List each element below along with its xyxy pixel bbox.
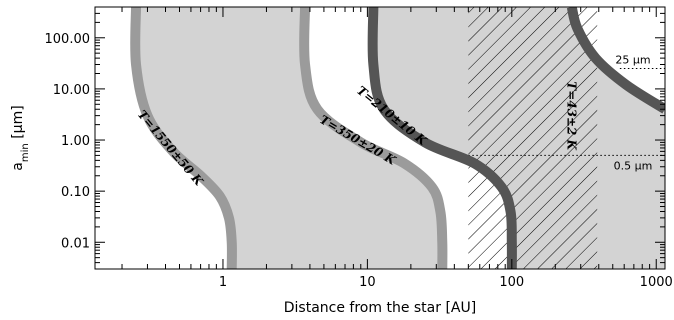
y-axis-title: amin [μm] (10, 105, 31, 170)
y-tick-label-4: 100.00 (45, 32, 91, 47)
band-3 (566, 7, 665, 114)
x-tick-label-2: 100 (499, 275, 524, 290)
y-tick-label-3: 10.00 (53, 83, 90, 98)
y-tick-label-1: 0.10 (61, 185, 90, 200)
hatched-region (468, 7, 598, 269)
x-axis-title: Distance from the star [AU] (284, 300, 476, 316)
band-label-3: T=43±2 K (565, 81, 579, 150)
y-axis-title-sub: min (20, 143, 31, 162)
x-tick-label-0: 1 (219, 275, 227, 290)
reference-label-0: 25 μm (615, 54, 650, 67)
y-axis-title-main: a (10, 162, 26, 171)
plot-frame (94, 6, 666, 270)
y-tick-label-0: 0.01 (61, 236, 90, 251)
y-tick-label-2: 1.00 (61, 134, 90, 149)
x-tick-label-1: 10 (359, 275, 376, 290)
band-2 (367, 7, 517, 269)
plot-area (130, 7, 665, 269)
band-1 (299, 7, 448, 269)
axes: 1 10 100 1000 0.01 0.10 1.00 10.00 100.00 (45, 6, 673, 290)
x-tick-label-3: 1000 (640, 275, 673, 290)
band-0 (130, 7, 237, 269)
reference-label-1: 0.5 μm (614, 159, 653, 172)
region-fill-inner (135, 7, 443, 269)
y-axis-title-unit: [μm] (10, 105, 26, 143)
